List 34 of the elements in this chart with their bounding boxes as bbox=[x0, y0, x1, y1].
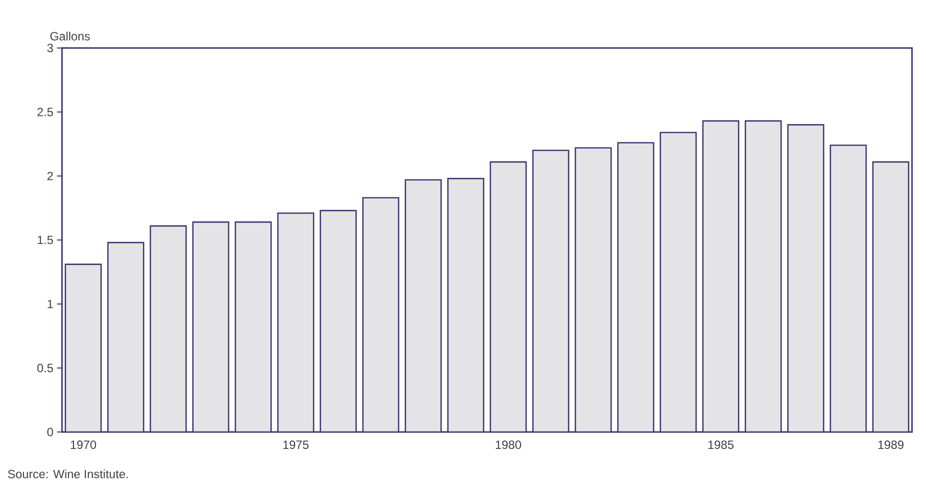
bar bbox=[192, 222, 229, 432]
bar bbox=[490, 162, 526, 432]
bar bbox=[108, 242, 144, 432]
bar bbox=[745, 120, 782, 432]
y-tick-label: 3 bbox=[47, 44, 53, 52]
bar bbox=[235, 222, 272, 432]
bar bbox=[830, 145, 866, 432]
y-tick-label: 0.5 bbox=[37, 364, 53, 372]
bar bbox=[405, 180, 442, 432]
x-tick-label: 1980 bbox=[496, 440, 522, 449]
y-tick-label: 1.5 bbox=[38, 236, 53, 244]
bar bbox=[320, 210, 356, 432]
bar bbox=[660, 132, 696, 432]
y-tick-label: 2.5 bbox=[37, 108, 53, 116]
bar bbox=[788, 124, 824, 432]
bar bbox=[448, 178, 484, 432]
y-tick-label: 2 bbox=[47, 172, 53, 180]
bar bbox=[362, 198, 399, 432]
bar bbox=[150, 226, 186, 432]
bar bbox=[872, 161, 910, 432]
bar bbox=[575, 148, 612, 432]
x-tick-label: 1975 bbox=[283, 440, 309, 449]
y-axis-title: Gallons bbox=[50, 32, 90, 40]
bar bbox=[618, 142, 654, 432]
bar bbox=[65, 264, 102, 432]
x-tick-label: 1989 bbox=[878, 440, 904, 449]
source-note: Source: Wine Institute. bbox=[8, 470, 128, 478]
y-tick-label: 1 bbox=[48, 300, 53, 308]
x-tick-label: 1985 bbox=[708, 440, 734, 449]
x-tick-label: 1970 bbox=[70, 440, 96, 449]
bar bbox=[532, 150, 569, 432]
bar bbox=[278, 213, 314, 432]
bar bbox=[702, 120, 739, 432]
y-tick-label: 0 bbox=[47, 428, 54, 436]
